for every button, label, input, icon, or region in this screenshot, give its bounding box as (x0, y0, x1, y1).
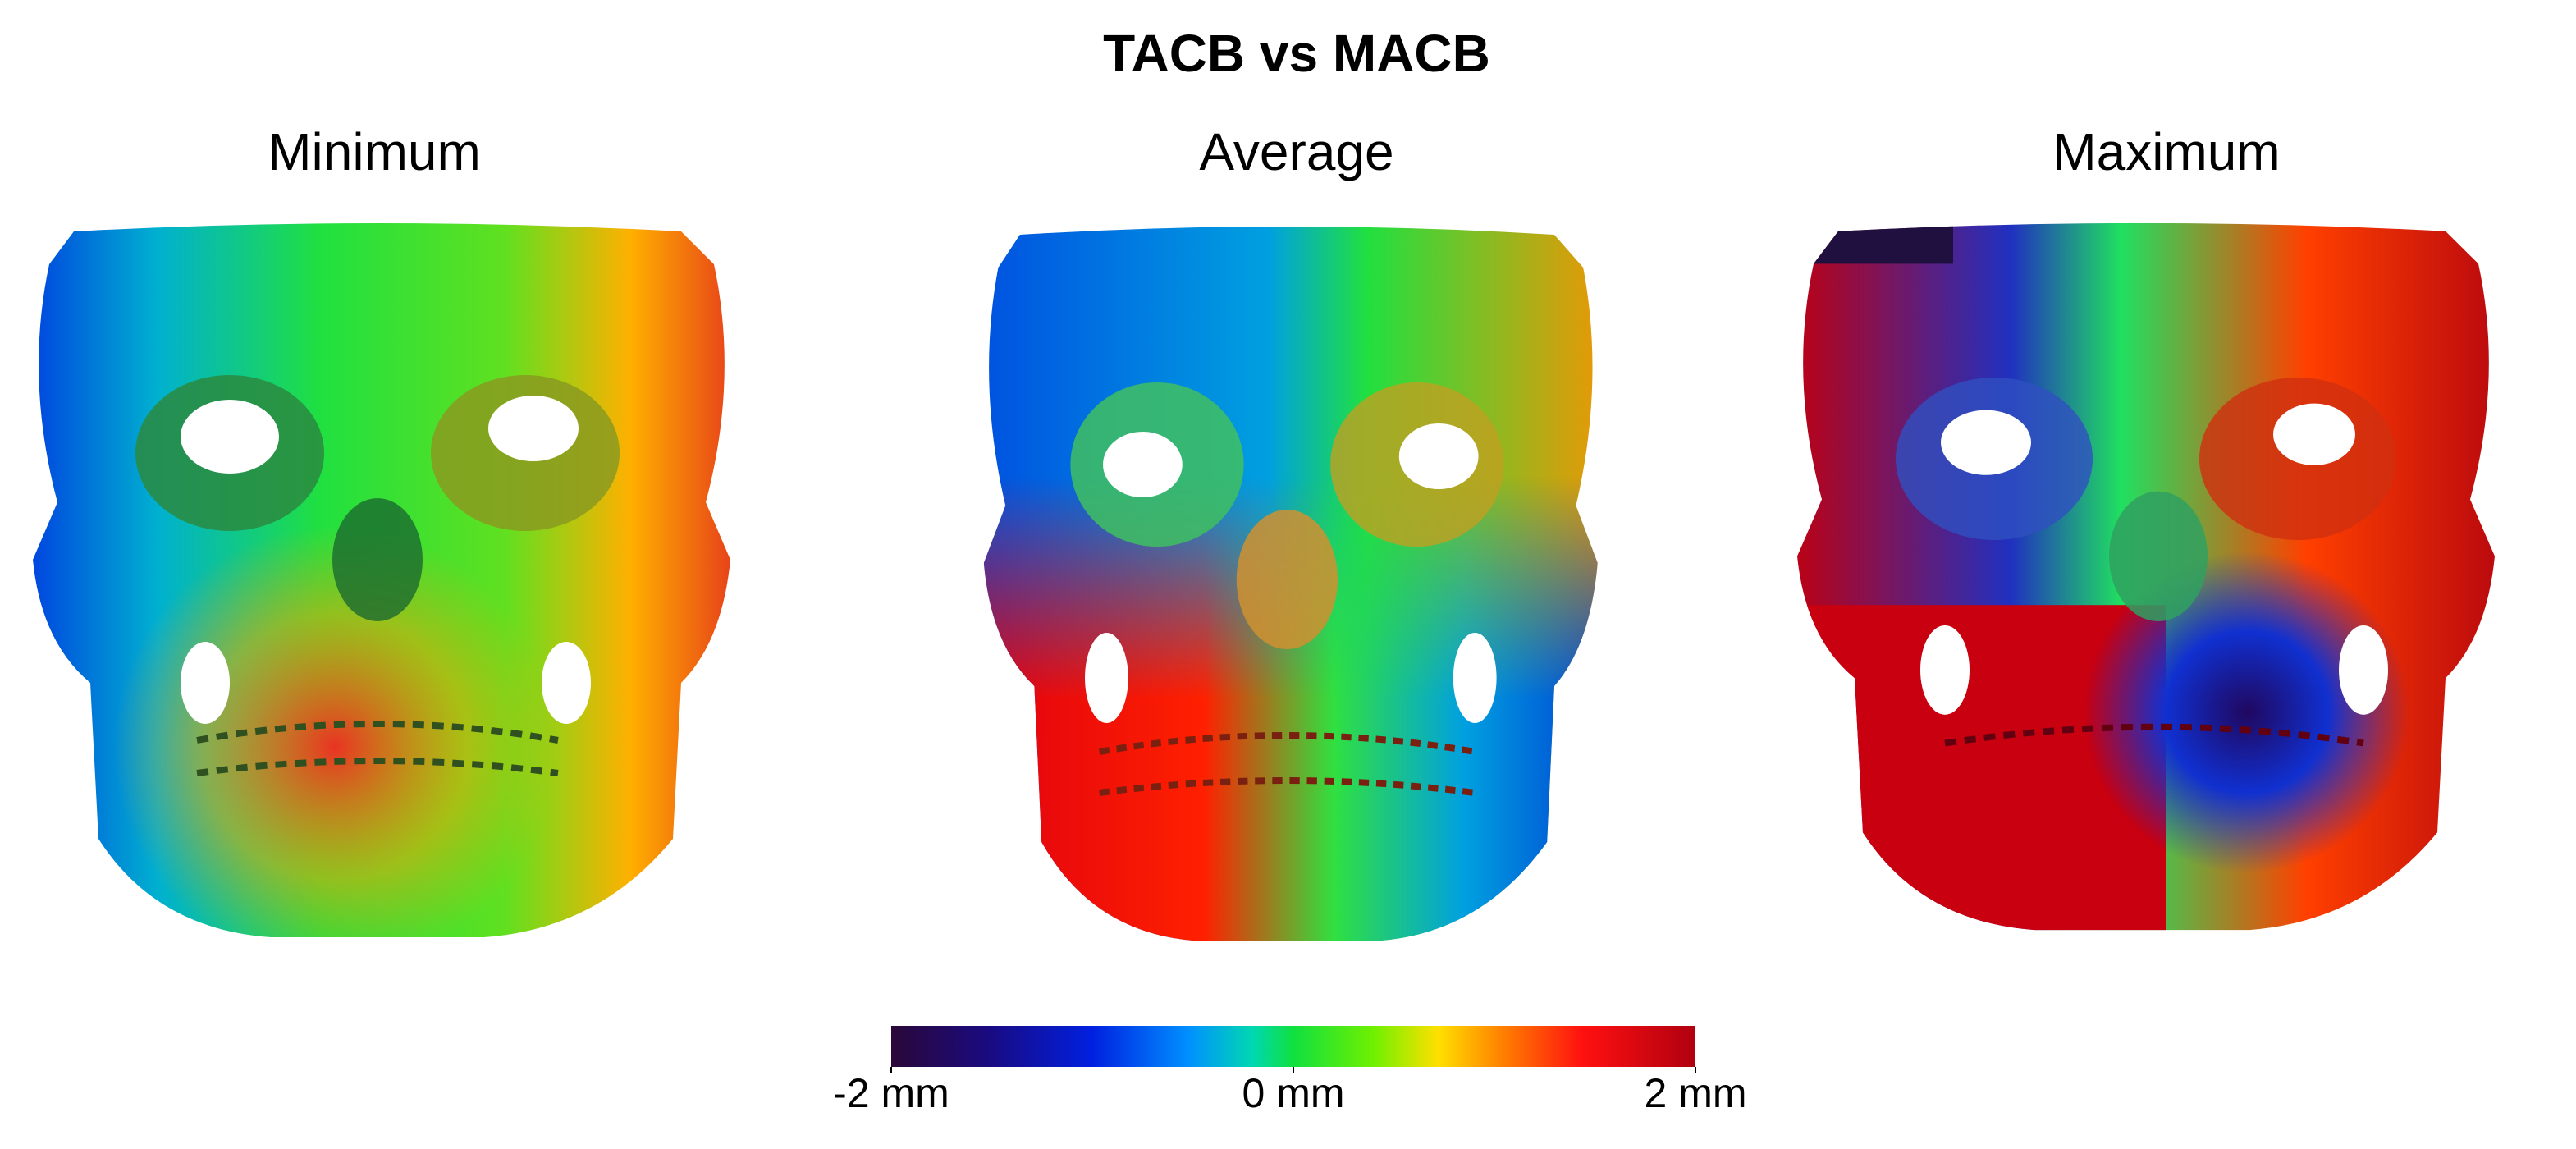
skull-maximum (1797, 222, 2495, 931)
orbit-hole (2273, 403, 2355, 465)
cheek-gap (542, 642, 591, 724)
nasal-cavity (2109, 491, 2208, 621)
teeth (196, 721, 559, 776)
colorbar-tick-label: 0 mm (1242, 1070, 1345, 1116)
skull-average (983, 227, 1598, 941)
colorbar-tick-label: -2 mm (833, 1070, 949, 1116)
orbit-hole (181, 400, 279, 474)
cheek-gap (2339, 625, 2388, 715)
cheek-gap (1085, 633, 1128, 723)
surface-color (1797, 222, 1953, 264)
orbit-hole (1398, 423, 1479, 489)
teeth (1099, 732, 1476, 796)
skull-features (1896, 378, 2396, 747)
panel-title: Maximum (2052, 122, 2280, 181)
skull-surface (983, 227, 1598, 941)
nasal-cavity (1236, 510, 1338, 649)
cheek-gap (1920, 625, 1970, 715)
cheek-gap (181, 642, 230, 724)
orbit-hole (488, 396, 579, 461)
teeth (1944, 723, 2364, 747)
orbit-hole (1941, 410, 2031, 475)
panel-title: Average (1199, 122, 1393, 181)
colorbar: -2 mm 0 mm 2 mm (833, 1026, 1747, 1116)
nasal-cavity (332, 498, 423, 621)
cheek-gap (1453, 633, 1497, 723)
orbit-hole (1103, 432, 1183, 497)
colorbar-tick-label: 2 mm (1645, 1070, 1747, 1116)
panel-title: Minimum (268, 122, 481, 181)
figure-title: TACB vs MACB (1103, 24, 1490, 83)
skull-features (135, 375, 620, 776)
skull-minimum (33, 223, 730, 937)
skull-features (1070, 382, 1504, 796)
colorbar-ramp (891, 1026, 1695, 1067)
